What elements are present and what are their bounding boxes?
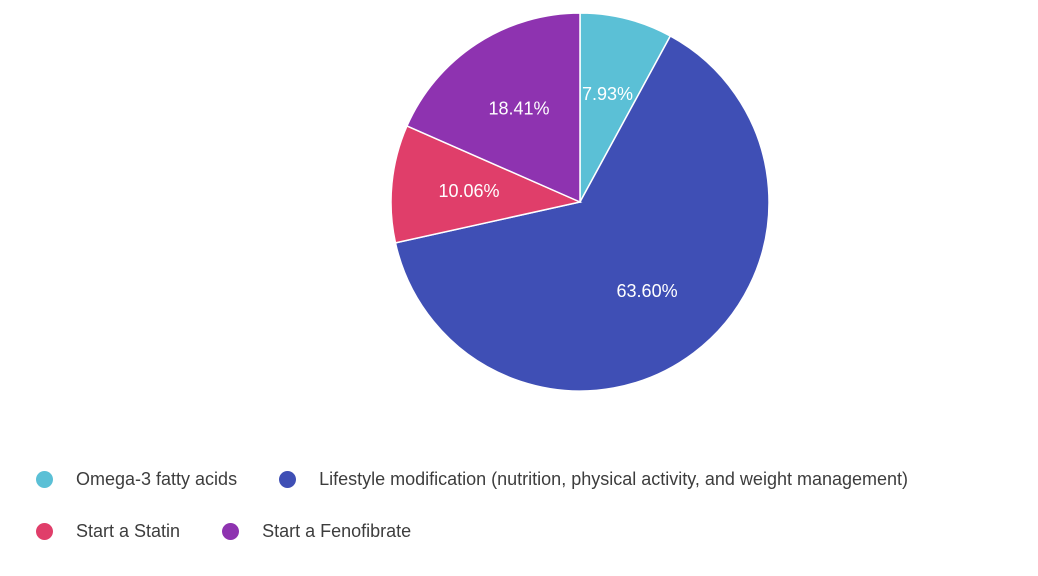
legend-item-lifestyle[interactable]: Lifestyle modification (nutrition, physi… (279, 469, 908, 490)
pie-slice-omega-3[interactable] (579, 12, 672, 203)
legend-label-lifestyle: Lifestyle modification (nutrition, physi… (319, 468, 909, 489)
slice-value-label-fenofibrate: 18.41% (489, 99, 550, 119)
legend-row-1: Omega-3 fatty acids Lifestyle modificati… (36, 462, 1016, 496)
pie-slice-fenofibrate[interactable] (405, 12, 581, 204)
slice-value-label-omega-3: 7.93% (582, 84, 633, 104)
legend-label-statin: Start a Statin (76, 520, 181, 541)
slice-value-label-lifestyle: 63.60% (617, 281, 678, 301)
legend-row-2: Start a Statin Start a Fenofibrate (36, 514, 1016, 548)
legend-item-statin[interactable]: Start a Statin (36, 521, 180, 542)
pie-slice-statin[interactable] (390, 124, 583, 244)
legend-swatch-statin (36, 522, 53, 540)
legend-swatch-lifestyle (279, 470, 297, 488)
legend-label-omega-3: Omega-3 fatty acids (76, 468, 238, 489)
legend-item-omega-3[interactable]: Omega-3 fatty acids (36, 469, 237, 490)
pie-slice-lifestyle[interactable] (394, 34, 770, 392)
legend-label-fenofibrate: Start a Fenofibrate (262, 520, 412, 541)
slice-value-label-statin: 10.06% (438, 181, 499, 201)
legend-item-fenofibrate[interactable]: Start a Fenofibrate (222, 521, 411, 542)
legend-swatch-fenofibrate (222, 522, 240, 540)
legend-swatch-omega-3 (36, 470, 53, 488)
chart-legend: Omega-3 fatty acids Lifestyle modificati… (36, 462, 1016, 566)
